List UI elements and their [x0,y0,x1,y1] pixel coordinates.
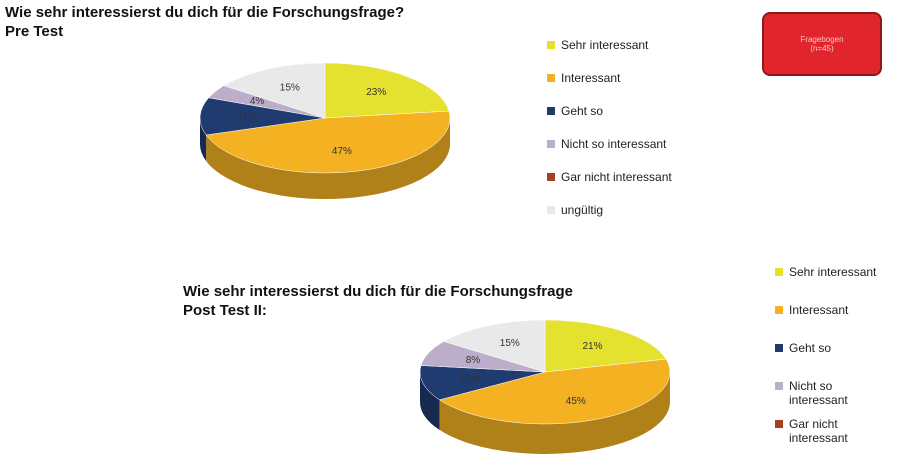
legend-swatch [775,344,783,352]
legend-swatch [775,268,783,276]
subtitle: Post Test II: [183,302,267,319]
slice [544,319,667,373]
legend-label: Gar nicht interessant [561,170,672,184]
legend-swatch [775,306,783,314]
legend-label: Nicht so interessant [561,137,667,151]
data-label: 15% [500,338,520,349]
legend-label: Interessant [561,71,621,85]
title-line: Wie sehr interessierst du dich für die F… [5,4,405,21]
legend-item: Gar nicht interessant [775,417,890,445]
legend-label: Sehr interessant [789,265,877,279]
slice [419,365,546,401]
legend-label: Interessant [789,303,849,317]
badge: Fragebogen (n=45) [762,12,882,76]
legend-swatch [547,140,555,148]
slice [223,62,326,119]
badge-line: (n=45) [810,44,834,53]
slice-side [439,372,671,455]
legend-label: Sehr interessant [561,38,649,52]
slice [443,319,546,373]
legend-label: Nicht so interessant [789,379,848,407]
legend-item: Nicht so interessant [775,379,890,407]
subtitle: Pre Test [5,23,64,40]
legend-label: Gar nicht interessant [789,417,848,445]
slice-side [200,118,207,161]
slice [205,110,451,174]
data-label: 4% [250,96,265,107]
data-label: 21% [582,341,602,352]
legend-item: Sehr interessant [547,38,717,52]
legend-item: Geht so [547,104,717,118]
legend-label: Geht so [561,104,604,118]
data-label: 23% [366,87,386,98]
title-line: Wie sehr interessierst du dich für die F… [183,283,573,300]
legend-item: Sehr interessant [775,265,890,279]
legend-swatch [775,420,783,428]
legend-swatch [547,206,555,214]
data-label: 11% [460,374,479,385]
legend-swatch [547,107,555,115]
legend-label: ungültig [561,203,604,217]
legend-item: Interessant [775,303,890,317]
slice [438,358,671,425]
slice [199,97,326,136]
legend-swatch [547,173,555,181]
data-label: 8% [466,355,481,366]
legend-swatch [547,41,555,49]
legend-swatch [547,74,555,82]
legend-swatch [775,382,783,390]
data-label: 15% [280,82,300,93]
legend-item: Nicht so interessant [547,137,717,151]
slice-side [206,118,451,199]
data-label: 45% [566,396,586,407]
data-label: 47% [332,146,352,157]
chart-title: Wie sehr interessierst du dich für die F… [5,3,404,41]
badge-line: Fragebogen [800,35,844,44]
data-label: 11% [238,112,257,123]
legend-item: Gar nicht interessant [547,170,717,184]
legend-item: Geht so [775,341,890,355]
legend-item: Interessant [547,71,717,85]
legend-label: Geht so [789,341,832,355]
chart-title: Wie sehr interessierst du dich für die F… [183,282,573,320]
slice [324,62,450,119]
legend-item: ungültig [547,203,717,217]
